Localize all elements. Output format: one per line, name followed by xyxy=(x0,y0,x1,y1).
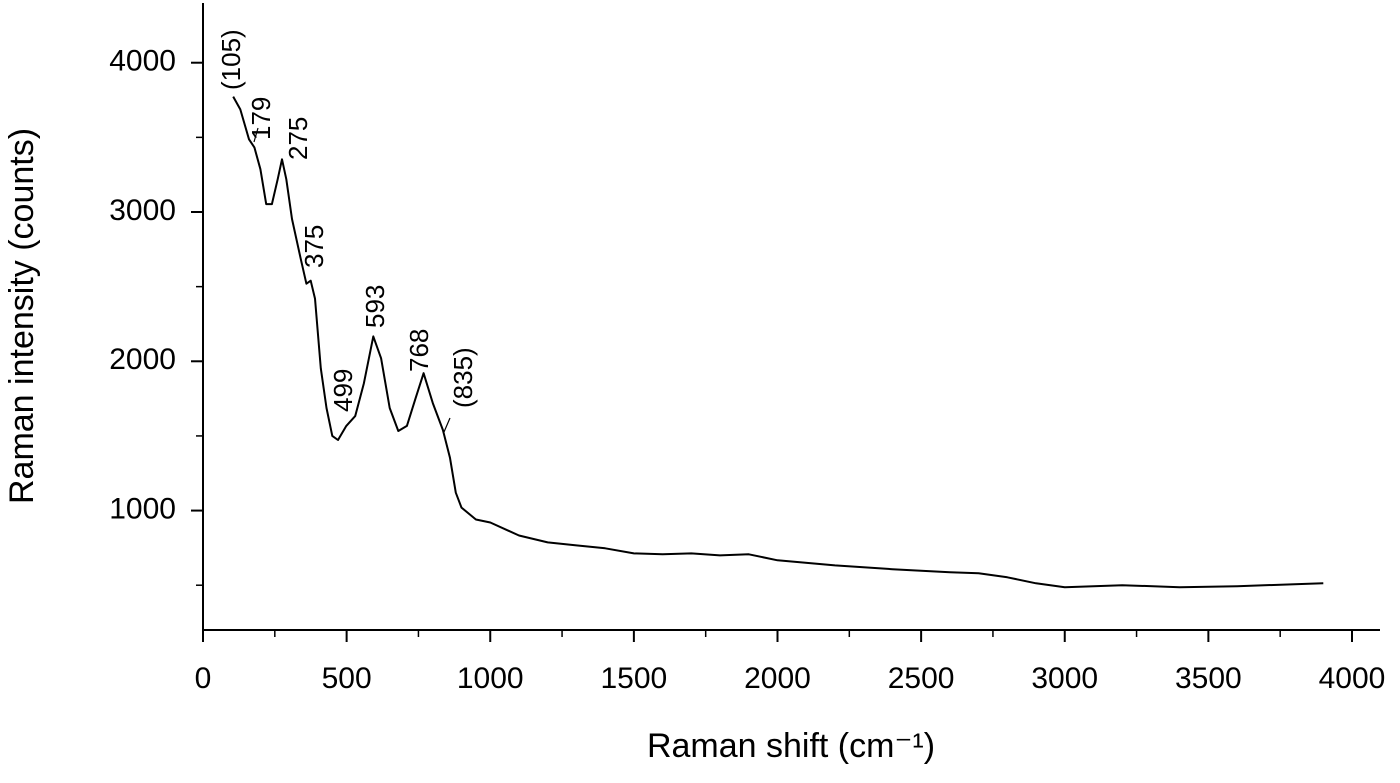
peak-label: 499 xyxy=(328,369,358,412)
spectrum-line xyxy=(232,96,1324,589)
y-tick-label: 1000 xyxy=(109,492,176,525)
peak-label: 593 xyxy=(360,285,390,328)
peak-label: (835) xyxy=(448,347,478,408)
y-tick-label: 4000 xyxy=(109,45,176,78)
y-tick-label: 2000 xyxy=(109,343,176,376)
x-tick-label: 3000 xyxy=(1031,662,1098,695)
x-tick-label: 500 xyxy=(322,662,372,695)
x-tick-label: 2000 xyxy=(744,662,811,695)
x-tick-label: 1000 xyxy=(457,662,524,695)
x-tick-label: 3500 xyxy=(1175,662,1242,695)
leader-line xyxy=(253,127,259,143)
peak-label: 179 xyxy=(246,97,276,140)
y-tick-label: 3000 xyxy=(109,194,176,227)
peak-label: 375 xyxy=(299,225,329,268)
peak-label: 275 xyxy=(283,117,313,160)
x-axis-title: Raman shift (cm⁻¹) xyxy=(647,727,935,765)
x-tick-label: 4000 xyxy=(1319,662,1386,695)
y-axis-title: Raman intensity (counts) xyxy=(3,128,41,504)
x-tick-label: 1500 xyxy=(601,662,668,695)
x-tick-label: 0 xyxy=(195,662,212,695)
x-tick-label: 2500 xyxy=(888,662,955,695)
peak-label: 768 xyxy=(404,329,434,372)
leader-line xyxy=(443,417,451,433)
peak-label: (105) xyxy=(216,29,246,90)
